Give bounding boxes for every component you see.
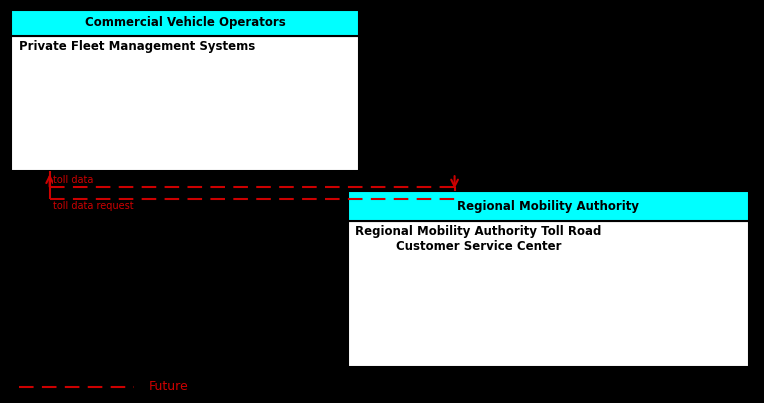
Text: Commercial Vehicle Operators: Commercial Vehicle Operators	[85, 17, 286, 29]
Bar	[348, 221, 749, 367]
Text: toll data: toll data	[53, 175, 94, 185]
Bar	[348, 191, 749, 221]
Bar	[11, 36, 359, 171]
Text: toll data request: toll data request	[53, 201, 134, 211]
Text: Future: Future	[149, 380, 189, 393]
Text: Private Fleet Management Systems: Private Fleet Management Systems	[19, 40, 255, 53]
Bar	[11, 10, 359, 36]
Text: Regional Mobility Authority Toll Road
Customer Service Center: Regional Mobility Authority Toll Road Cu…	[355, 225, 601, 253]
Text: Regional Mobility Authority: Regional Mobility Authority	[457, 200, 639, 213]
